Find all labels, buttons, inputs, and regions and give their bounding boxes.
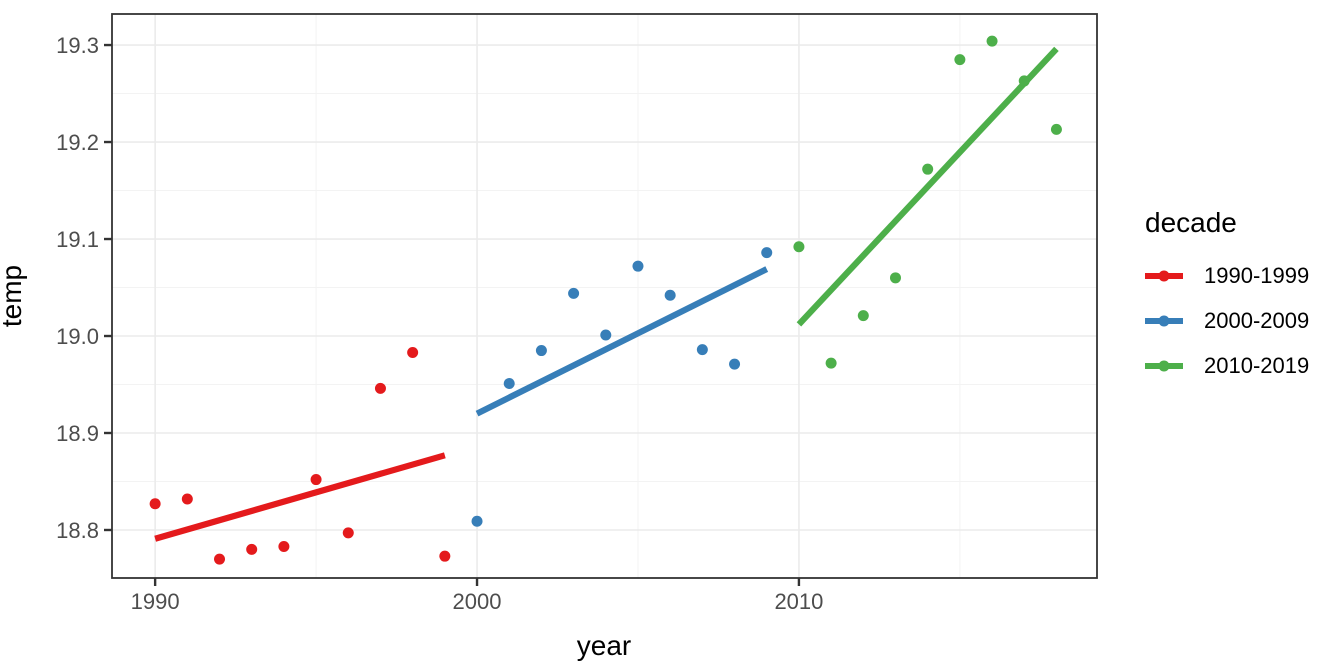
data-point — [632, 260, 644, 272]
y-tick-label: 19.3 — [56, 33, 99, 58]
y-axis-title: temp — [0, 264, 27, 328]
trend-line — [154, 452, 446, 542]
trend-line — [475, 266, 769, 417]
legend-entry: 2000-2009 — [1145, 298, 1309, 343]
legend-entries: 1990-1999 2000-2009 2010-2019 — [1145, 253, 1309, 388]
data-point — [407, 346, 419, 358]
trend-line — [796, 46, 1059, 327]
y-tick-label: 19.2 — [56, 130, 99, 155]
y-tick-label: 19.0 — [56, 324, 99, 349]
legend-entry: 2010-2019 — [1145, 343, 1309, 388]
y-tick-label: 19.1 — [56, 227, 99, 252]
x-axis-title: year — [576, 630, 632, 661]
y-tick-label: 18.9 — [56, 421, 99, 446]
data-point — [600, 329, 612, 341]
legend-entry-label: 2010-2019 — [1204, 352, 1310, 378]
data-point — [922, 163, 934, 175]
data-point — [439, 550, 451, 562]
legend-key-point — [1158, 270, 1170, 281]
data-point — [793, 241, 805, 253]
data-point — [342, 527, 354, 539]
data-point — [889, 272, 901, 284]
legend-entry-label: 2000-2009 — [1204, 307, 1310, 333]
legend-key-point — [1158, 315, 1170, 326]
data-point — [857, 310, 869, 322]
legend-title: decade — [1145, 207, 1237, 238]
data-point — [471, 515, 483, 527]
legend-key-icon — [1145, 360, 1183, 371]
data-point — [181, 493, 193, 505]
legend-key-icon — [1145, 315, 1183, 326]
x-tick-label: 2000 — [453, 589, 502, 614]
data-point — [278, 540, 290, 552]
x-tick-label: 1990 — [131, 589, 180, 614]
data-point — [954, 54, 966, 66]
y-tick-label: 18.8 — [56, 518, 99, 543]
data-point — [310, 474, 322, 486]
data-point — [503, 378, 515, 390]
data-point — [568, 287, 580, 299]
data-point — [374, 382, 386, 394]
data-point — [664, 289, 676, 301]
data-point — [1050, 123, 1062, 135]
data-point — [761, 247, 773, 259]
panel-border — [111, 13, 1098, 579]
data-point — [729, 358, 741, 370]
legend-entry: 1990-1999 — [1145, 253, 1309, 298]
data-point — [535, 345, 547, 357]
legend-key-point — [1158, 360, 1170, 371]
legend: decade 1990-1999 2000-2009 2010-2019 — [1145, 209, 1309, 388]
legend-key-icon — [1145, 270, 1183, 281]
data-point — [986, 35, 998, 47]
data-point — [149, 498, 161, 510]
data-point — [825, 357, 837, 369]
data-point — [246, 543, 258, 555]
data-point — [214, 553, 226, 565]
data-point — [696, 344, 708, 356]
legend-entry-label: 1990-1999 — [1204, 262, 1310, 288]
x-tick-label: 2010 — [774, 589, 823, 614]
